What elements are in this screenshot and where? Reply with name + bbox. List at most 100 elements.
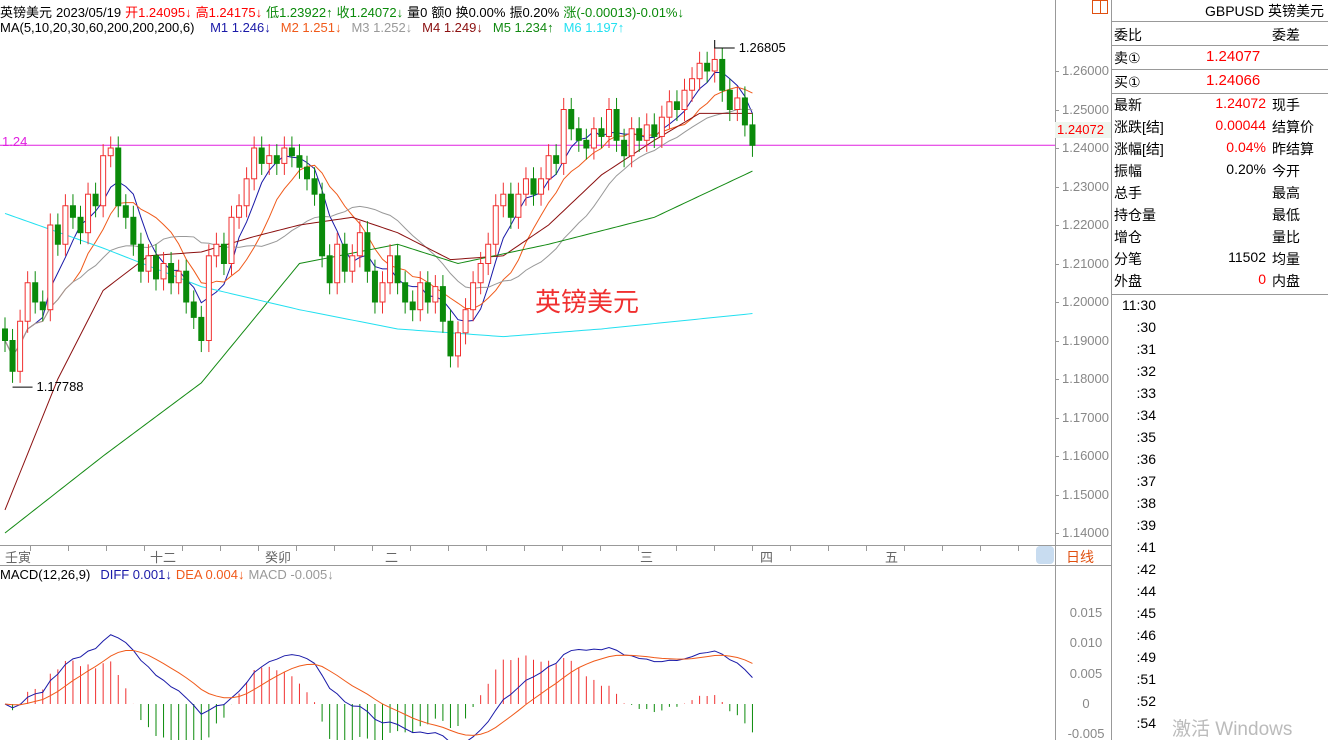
candle-body — [417, 282, 424, 311]
macd-params: MACD(12,26,9) — [0, 567, 91, 582]
candle-body — [175, 270, 182, 284]
quote-label: 持仓量 — [1114, 207, 1156, 223]
candle-body — [304, 166, 310, 180]
diff-line — [4, 634, 753, 740]
tick-time: :41 — [1136, 539, 1156, 555]
tick-time: :30 — [1136, 319, 1156, 335]
candle — [145, 244, 152, 283]
time-tick-mark — [182, 546, 183, 551]
candle — [568, 97, 575, 141]
candle-body — [273, 155, 280, 164]
candle-body — [205, 255, 212, 341]
candle-body — [613, 109, 620, 141]
macd-tick: 0.005 — [1069, 665, 1103, 681]
candle-body — [39, 301, 46, 311]
candle — [681, 78, 688, 122]
tick-time: :36 — [1136, 451, 1156, 467]
panel-title: GBPUSD 英镑美元 — [1204, 3, 1324, 19]
panel-divider-line — [1111, 294, 1328, 295]
candle — [69, 194, 76, 229]
candle-body — [749, 124, 756, 146]
candle-body — [122, 205, 129, 218]
high-value: 高1.24175↓ — [195, 5, 263, 20]
candle-body — [606, 109, 612, 137]
ma-value-5: M5 1.234↑ — [492, 20, 554, 35]
candle-body — [394, 255, 401, 284]
layout-toggle-icon[interactable] — [1092, 0, 1108, 14]
candle-body — [696, 62, 703, 80]
candle-body — [530, 178, 537, 195]
candlestick-chart[interactable]: 1.26805 1.17788 — [0, 0, 1055, 545]
candle-body — [492, 205, 499, 245]
candle-body — [77, 216, 84, 234]
candle-body — [673, 101, 680, 111]
dea-line — [4, 649, 753, 736]
price-tick: 1.25000 — [1062, 101, 1109, 117]
candle-body — [160, 263, 167, 280]
candle-body — [32, 282, 39, 303]
candle — [130, 205, 137, 256]
candle — [636, 117, 643, 152]
candle — [538, 167, 545, 206]
candle-body — [636, 128, 643, 141]
candle — [726, 78, 733, 122]
candle — [258, 136, 265, 175]
candle-body — [409, 301, 416, 311]
time-tick-mark — [144, 546, 145, 551]
candle — [228, 205, 235, 276]
candle — [304, 155, 310, 191]
time-tick-mark — [714, 546, 715, 551]
panel-divider-line — [1111, 69, 1328, 70]
candle-body — [183, 270, 190, 303]
scroll-handle[interactable] — [1036, 546, 1054, 564]
tick-time: :46 — [1136, 627, 1156, 643]
candle-body — [470, 282, 477, 311]
time-tick: 癸卯 — [265, 550, 292, 565]
candle-body — [598, 128, 605, 137]
time-tick-mark — [334, 546, 335, 551]
time-tick: 四 — [760, 550, 774, 565]
quote-label: 分笔 — [1114, 251, 1142, 267]
ma-value-1: M1 1.246↓ — [210, 20, 271, 35]
macd-value: MACD -0.005↓ — [248, 567, 334, 582]
candle-body — [447, 320, 454, 357]
candle-body — [643, 124, 650, 141]
ma-line-6 — [4, 212, 753, 338]
candle-body — [590, 128, 597, 149]
candle-body — [500, 193, 507, 207]
macd-header: MACD(12,26,9) DIFF 0.001↓ DEA 0.004↓ MACD -… — [0, 567, 338, 582]
candle — [77, 205, 84, 245]
candle — [198, 305, 205, 353]
candle-body — [145, 255, 152, 272]
price-tick: 1.21000 — [1062, 255, 1109, 271]
candle — [319, 182, 326, 268]
candle — [85, 182, 92, 245]
candle-body — [658, 116, 665, 137]
candle-body — [485, 243, 492, 264]
candle — [673, 90, 680, 122]
candle-body — [568, 109, 575, 130]
time-tick-mark — [524, 546, 525, 551]
quote-value: 0 — [1258, 271, 1266, 287]
candle — [575, 117, 582, 152]
candle-body — [243, 178, 250, 207]
price-tick: 1.16000 — [1062, 448, 1109, 463]
quote-label-right: 均量 — [1272, 251, 1300, 267]
macd-chart[interactable] — [0, 585, 1055, 740]
macd-tick: 0.010 — [1069, 635, 1103, 651]
candle-body — [2, 328, 8, 342]
candle — [92, 182, 99, 218]
time-tick-mark — [828, 546, 829, 551]
candle-body — [719, 58, 726, 91]
quote-row: 涨幅[结] 0.04% 昨结算 — [1114, 139, 1328, 161]
price-tick: 1.24000 — [1062, 140, 1109, 155]
candle-body — [734, 97, 741, 110]
period-button[interactable]: 日线 — [1066, 549, 1094, 565]
candle-body — [130, 216, 137, 245]
candle — [621, 128, 628, 168]
candle — [334, 232, 341, 295]
candle-body — [455, 332, 461, 357]
candle-body — [689, 78, 696, 91]
candle — [515, 182, 522, 229]
tick-time: :31 — [1136, 341, 1156, 357]
